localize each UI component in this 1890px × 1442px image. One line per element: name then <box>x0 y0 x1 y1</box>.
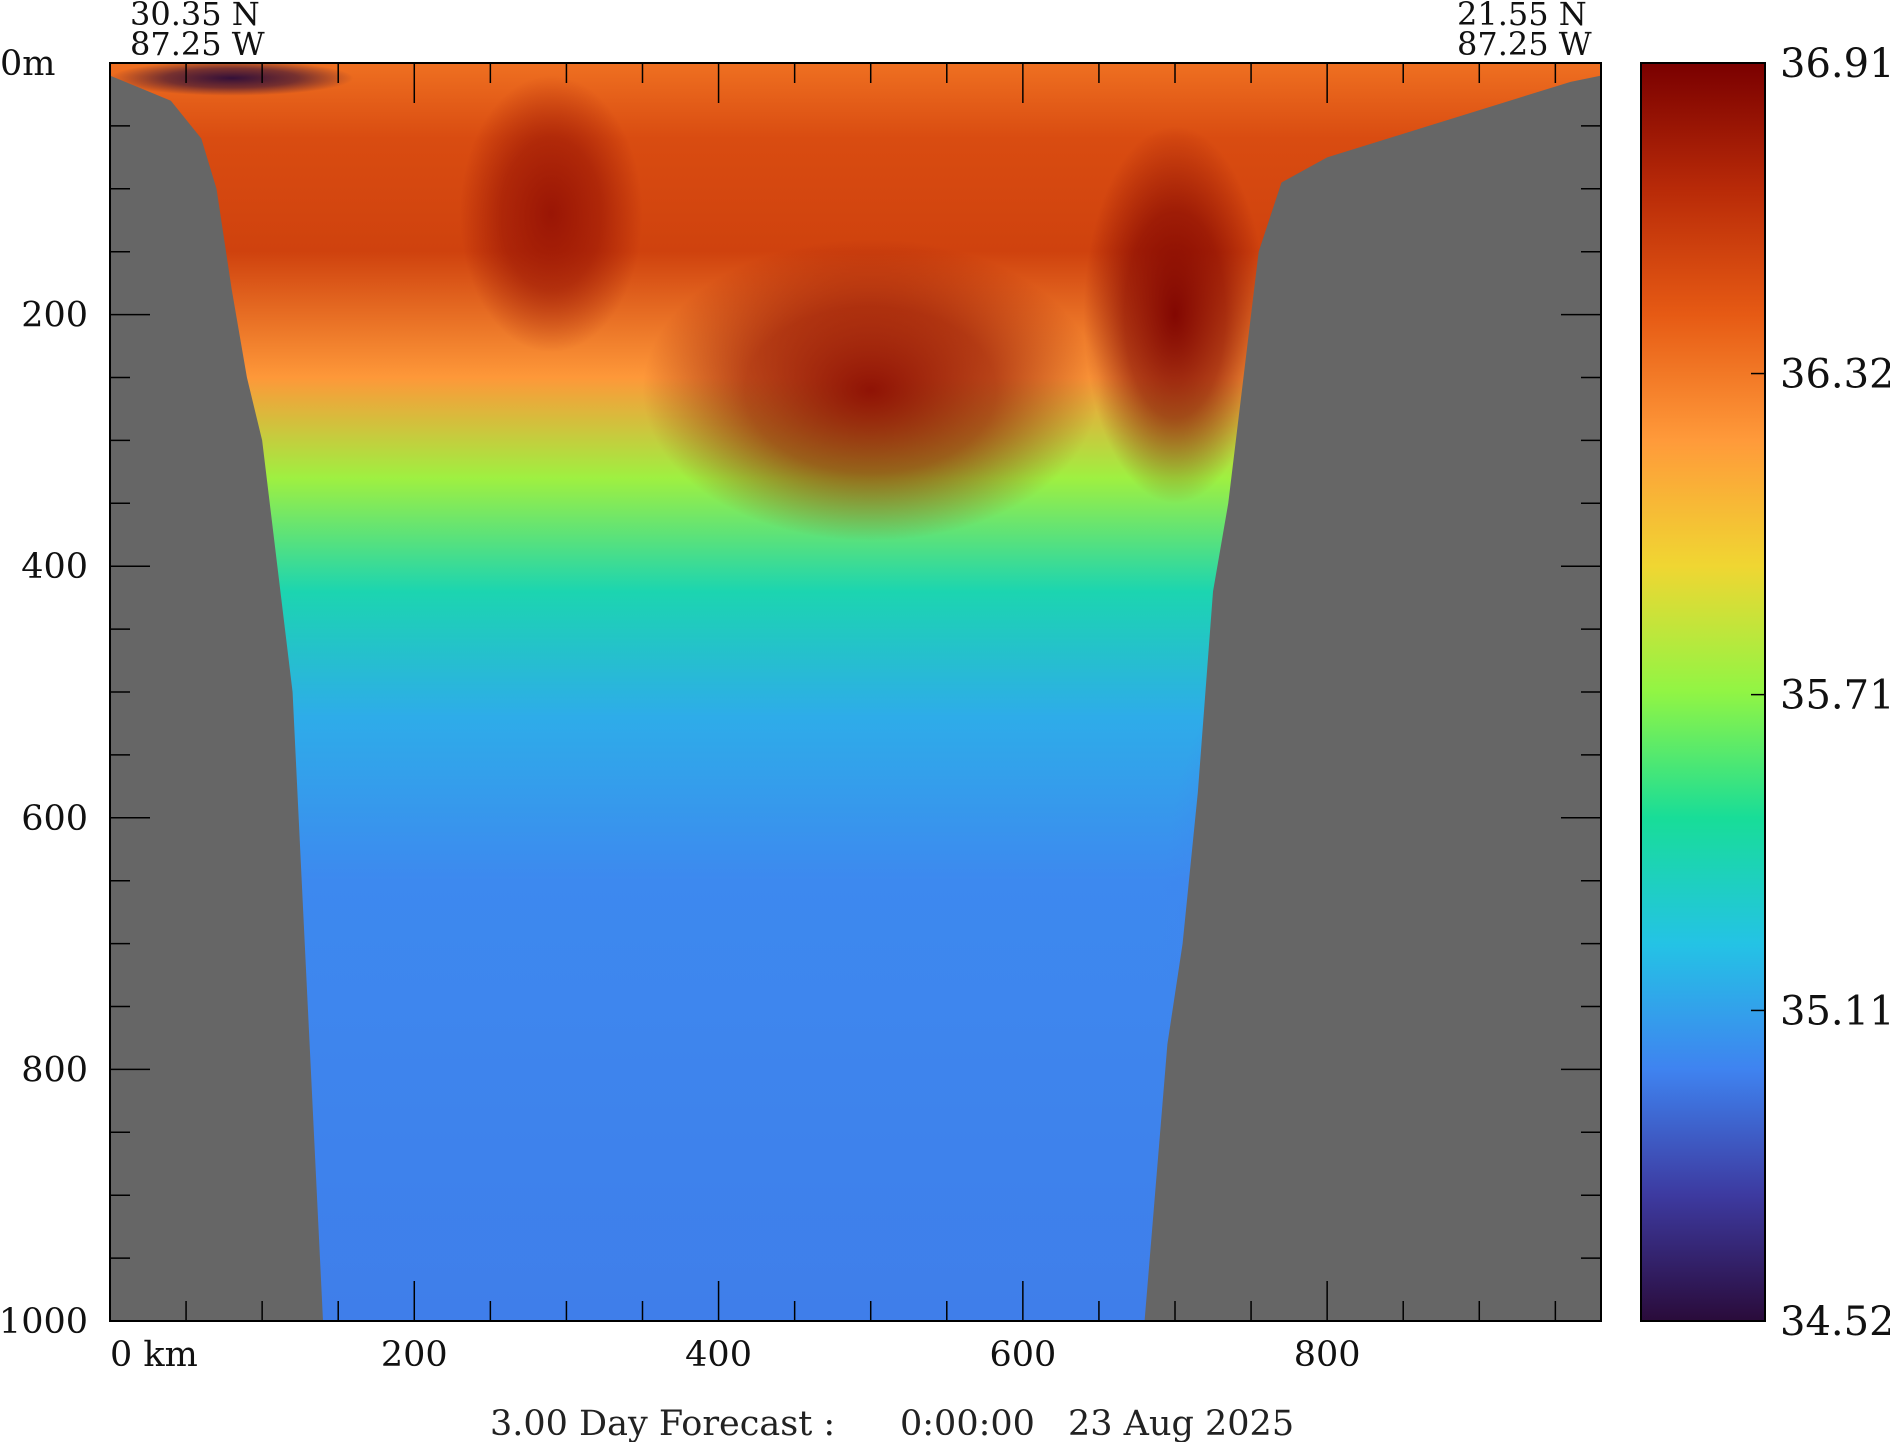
axis-ticks <box>109 63 1601 1321</box>
start-longitude: 87.25 W <box>130 25 265 63</box>
y-tick-label: 800 <box>21 1050 88 1090</box>
colorbar <box>1640 62 1766 1322</box>
x-tick-label: 400 <box>685 1335 752 1375</box>
land-right <box>1144 63 1601 1321</box>
x-tick-label: 0 km <box>110 1335 198 1375</box>
end-latitude: 21.55 N <box>1457 0 1587 33</box>
x-tick-label: 800 <box>1294 1335 1361 1375</box>
salinity-anomaly <box>459 75 643 353</box>
x-tick-label: 600 <box>989 1335 1056 1375</box>
y-axis-labels: 0m 200 400 600 800 1000 <box>0 44 88 1342</box>
start-latitude: 30.35 N <box>130 0 260 33</box>
y-tick-label: 400 <box>21 547 88 587</box>
y-tick-label: 600 <box>21 799 88 839</box>
y-tick-label: 1000 <box>0 1302 88 1342</box>
colorbar-tick-label: 34.52 <box>1780 1299 1890 1345</box>
colorbar-tick-label: 36.32 <box>1780 352 1890 398</box>
x-tick-label: 200 <box>381 1335 448 1375</box>
colorbar-labels: 36.91 36.32 35.71 35.11 34.52 <box>1751 41 1890 1345</box>
y-tick-label: 200 <box>21 296 88 336</box>
forecast-label: 3.00 Day Forecast : <box>490 1404 835 1442</box>
salinity-anomaly <box>1083 125 1267 504</box>
colorbar-tick-label: 35.71 <box>1780 673 1890 719</box>
end-longitude: 87.25 W <box>1457 25 1592 63</box>
forecast-date: 23 Aug 2025 <box>1068 1404 1294 1442</box>
y-tick-label: 0m <box>0 44 55 84</box>
section-plot <box>110 63 1601 1321</box>
colorbar-tick-label: 36.91 <box>1780 41 1890 87</box>
land-left <box>110 63 323 1321</box>
x-axis-labels: 0 km 200 400 600 800 <box>110 1335 1361 1375</box>
forecast-time: 0:00:00 <box>900 1404 1035 1442</box>
salinity-anomaly <box>110 63 354 96</box>
salinity-anomaly <box>642 239 1099 542</box>
colorbar-tick-label: 35.11 <box>1780 988 1890 1034</box>
